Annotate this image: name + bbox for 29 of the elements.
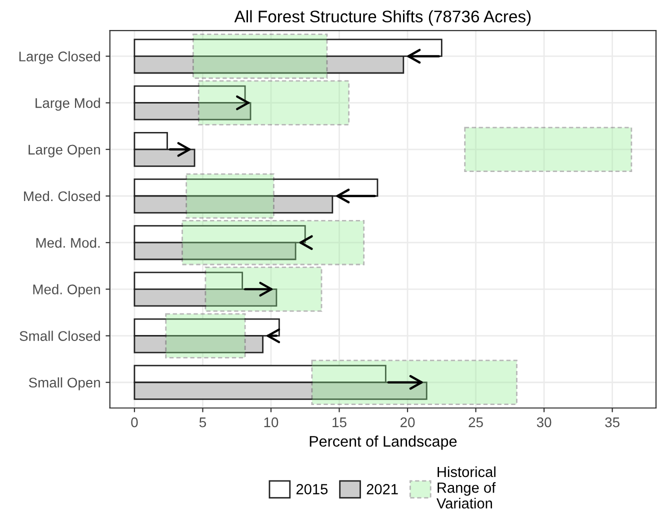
x-tick-label: 35 <box>605 417 620 428</box>
y-tick-label: Large Closed <box>19 51 100 64</box>
bar <box>464 126 632 172</box>
x-tick-label: 5 <box>199 418 206 428</box>
x-tick-label: 20 <box>400 417 415 428</box>
y-tick-label: Med. Open <box>33 284 100 298</box>
bar <box>311 360 518 405</box>
bar <box>186 173 274 219</box>
bar <box>182 220 365 266</box>
bar <box>192 34 328 79</box>
x-tick-label: 15 <box>332 418 346 428</box>
bar <box>204 266 322 312</box>
bar <box>165 313 246 358</box>
y-tick-label: Small Closed <box>20 330 100 341</box>
legend-label: 2021 <box>366 484 398 494</box>
x-axis-title: Percent of Landscape <box>310 436 457 450</box>
y-tick-label: Small Open <box>28 377 100 390</box>
legend-label: Historical Range of Variation <box>436 466 496 509</box>
legend-label: 2015 <box>296 484 328 494</box>
chart-title: All Forest Structure Shifts (78736 Acres) <box>234 10 531 26</box>
y-tick-label: Med. Mod. <box>36 238 100 248</box>
y-tick-label: Large Mod <box>36 98 100 111</box>
x-tick-label: 0 <box>131 417 138 428</box>
x-tick-label: 10 <box>264 417 278 428</box>
bar <box>198 80 350 126</box>
y-tick-label: Large Open <box>28 144 100 158</box>
x-tick-label: 25 <box>468 417 483 428</box>
x-tick-label: 30 <box>536 417 552 428</box>
y-tick-label: Med. Closed <box>24 190 100 202</box>
